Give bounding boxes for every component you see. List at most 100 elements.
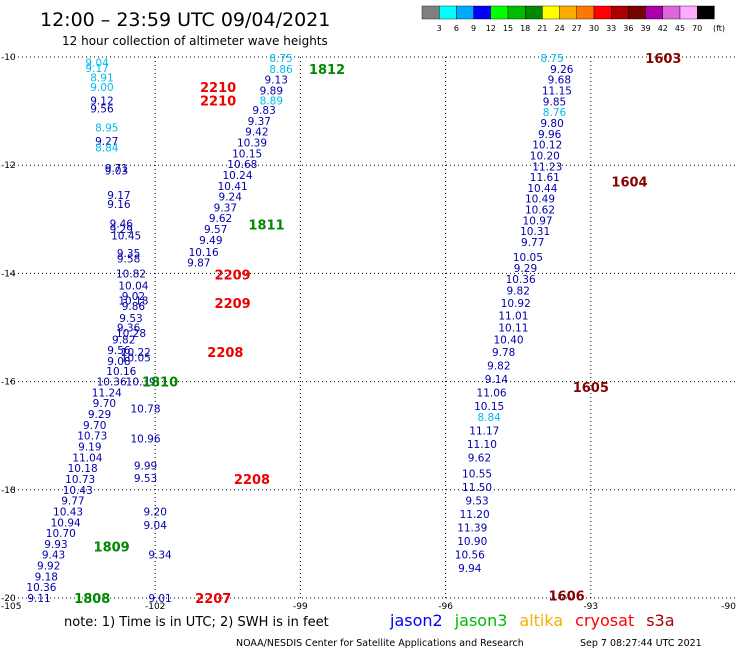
color-scale-unit: (ft) [713, 24, 725, 33]
wave-height-label: 9.82 [487, 360, 510, 372]
wave-height-label: 9.12 [90, 95, 113, 107]
wave-height-label: 11.24 [92, 387, 122, 399]
wave-height-label: 9.86 [122, 301, 146, 313]
color-scale-label: 70 [692, 24, 702, 33]
chart-subtitle: 12 hour collection of altimeter wave hei… [62, 34, 328, 48]
y-tick-label: -16 [1, 378, 16, 388]
wave-height-label: 9.29 [88, 409, 111, 421]
wave-height-label: 10.82 [116, 268, 146, 280]
pass-time-label: 2209 [215, 268, 251, 283]
wave-height-label: 8.91 [90, 73, 113, 85]
wave-height-label: 10.22 [121, 347, 151, 359]
wave-height-label: 10.18 [68, 463, 98, 475]
wave-height-label: 10.24 [222, 170, 252, 182]
wave-height-label: 11.15 [542, 86, 572, 98]
color-scale-label: 33 [606, 24, 616, 33]
wave-height-label: 10.49 [525, 194, 555, 206]
color-swatch [525, 5, 543, 20]
pass-time-label: 2207 [195, 592, 231, 607]
color-swatch [645, 5, 663, 20]
wave-height-label: 9.82 [112, 334, 135, 346]
color-scale-label: 12 [486, 24, 496, 33]
color-scale-label: 6 [454, 24, 459, 33]
wave-height-label: 10.40 [493, 334, 523, 346]
wave-height-label: 9.08 [107, 356, 130, 368]
wave-height-label: 11.39 [457, 523, 487, 535]
wave-height-label: 11.04 [72, 452, 102, 464]
wave-height-label: 10.90 [457, 536, 487, 548]
wave-height-label: 11.20 [460, 509, 490, 521]
wave-height-label: 9.37 [248, 116, 271, 128]
chart-title: 12:00 – 23:59 UTC 09/04/2021 [40, 9, 330, 31]
wave-height-label: 9.85 [543, 96, 566, 108]
wave-height-label: 8.84 [95, 142, 119, 154]
wave-height-label: 10.78 [130, 404, 160, 416]
wave-height-label: 10.05 [513, 252, 543, 264]
wave-height-label: 9.83 [252, 105, 275, 117]
wave-height-label: 8.95 [95, 122, 118, 134]
color-swatch [473, 5, 492, 20]
wave-height-label: 10.39 [237, 137, 267, 149]
y-tick-label: -18 [1, 486, 16, 496]
color-swatch [662, 5, 681, 20]
wave-height-label: 10.36 [506, 274, 536, 286]
pass-time-label: 2209 [215, 297, 251, 312]
color-swatch [507, 5, 526, 20]
wave-height-label: 9.96 [538, 129, 562, 141]
wave-height-label: 10.15 [474, 401, 504, 413]
wave-height-label: 9.94 [458, 563, 482, 575]
wave-height-label: 9.43 [42, 550, 65, 562]
color-swatch [679, 5, 698, 20]
color-scale-label: 24 [555, 24, 565, 33]
wave-height-label: 10.55 [462, 469, 492, 481]
color-swatch [490, 5, 509, 20]
wave-height-label: 11.01 [498, 311, 528, 323]
wave-height-label: 10.31 [520, 226, 550, 238]
wave-height-label: 9.02 [122, 291, 145, 303]
wave-height-label: 10.36 [26, 582, 56, 594]
pass-time-label: 2210 [200, 81, 236, 96]
wave-height-label: 11.17 [469, 425, 499, 437]
pass-time-label: 1809 [94, 541, 130, 556]
color-swatch [697, 5, 715, 20]
axis-tick-labels: -10 -12 -14 -16 -18 -20-105 -102 -99 -96 -93 -90 [1, 53, 736, 612]
pass-time-label: 1810 [142, 376, 178, 391]
satellite-name-jason2: jason2 [389, 611, 443, 630]
wave-height-label: 9.18 [35, 571, 58, 583]
color-swatch [593, 5, 612, 20]
wave-height-label: 9.27 [95, 136, 118, 148]
wave-height-label: 8.75 [269, 53, 292, 65]
wave-height-label: 11.23 [532, 161, 562, 173]
wave-height-label: 9.03 [105, 166, 128, 178]
wave-height-label: 9.34 [148, 550, 172, 562]
pass-time-label: 1812 [309, 63, 345, 78]
y-tick-label: -14 [1, 269, 16, 279]
wave-height-label: 11.06 [477, 387, 507, 399]
wave-height-label: 9.24 [219, 192, 243, 204]
wave-height-label: 10.56 [455, 550, 485, 562]
wave-height-label: 10.96 [130, 433, 160, 445]
footer-timestamp: Sep 7 08:27:44 UTC 2021 [580, 638, 702, 649]
color-scale-label: 15 [503, 24, 513, 33]
wave-height-label: 9.26 [550, 64, 574, 76]
wave-height-label: 9.62 [468, 452, 491, 464]
wave-height-label: 10.16 [106, 366, 136, 378]
wave-height-label: 9.19 [78, 442, 101, 454]
wave-height-label: 10.94 [51, 517, 81, 529]
wave-height-label: 10.12 [532, 140, 562, 152]
wave-height-label: 8.84 [477, 412, 501, 424]
color-swatch [628, 5, 646, 20]
color-swatch [542, 5, 560, 20]
wave-height-label: 9.36 [117, 323, 141, 335]
x-tick-label: -96 [438, 602, 453, 612]
wave-height-label: 9.77 [61, 496, 84, 508]
x-tick-label: -105 [1, 602, 21, 612]
wave-height-label: 9.29 [110, 224, 133, 236]
y-tick-label: -10 [1, 53, 16, 63]
wave-height-label: 9.87 [187, 258, 210, 270]
wave-height-label: 9.13 [265, 75, 288, 87]
y-tick-label: -12 [1, 161, 16, 171]
pass-time-label: 1605 [573, 381, 609, 396]
color-swatch [439, 5, 457, 20]
